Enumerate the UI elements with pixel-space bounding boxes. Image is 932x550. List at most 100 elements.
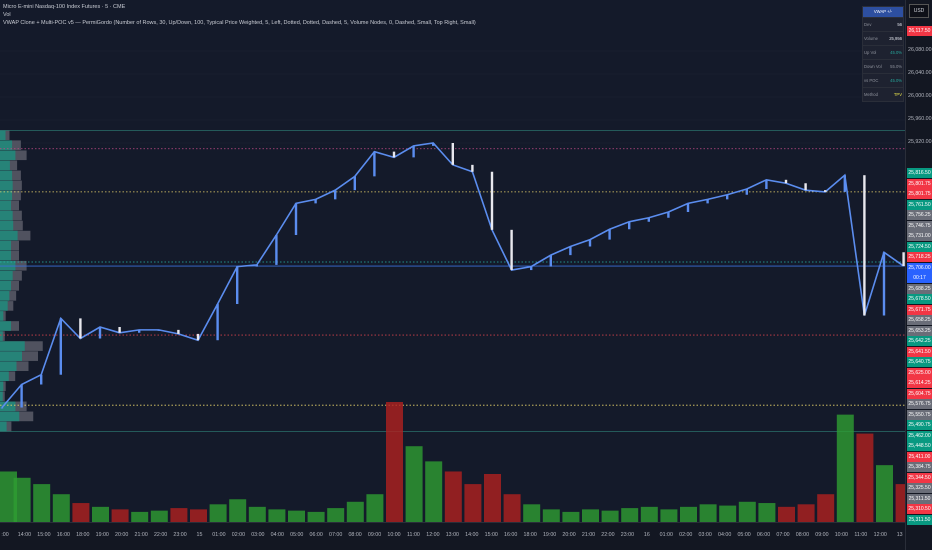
price-candle — [765, 179, 768, 189]
price-level-label: 25,658.25 — [907, 315, 932, 325]
price-candle — [392, 151, 396, 158]
price-candle — [569, 246, 572, 256]
stats-value: 45.0% — [890, 78, 902, 83]
volume-bar — [444, 471, 462, 522]
price-axis[interactable]: USD 26,080.00 26,040.00 26,000.00 25,960.00… — [905, 0, 932, 550]
price-level-label: 25,640.75 — [907, 357, 932, 367]
volume-profile-up-row — [0, 240, 11, 251]
price-level-label: 25,706.00 — [907, 262, 932, 273]
time-tick-label: 13 — [896, 532, 903, 538]
price-candle — [843, 175, 846, 192]
volume-bar — [131, 511, 149, 522]
chart-area[interactable]: Micro E-mini Nasdaq-100 Index Futures · … — [0, 0, 913, 522]
price-candle — [706, 199, 709, 204]
volume-bar — [699, 504, 717, 522]
price-candle — [432, 143, 435, 146]
volume-bar — [484, 474, 501, 522]
price-candle — [726, 194, 729, 200]
symbol-title[interactable]: Micro E-mini Nasdaq-100 Index Futures · … — [3, 4, 126, 10]
stats-value: 45.0% — [890, 50, 902, 55]
price-candle — [40, 374, 43, 385]
price-level-label: 25,325.50 — [907, 483, 932, 493]
price-candle — [79, 318, 82, 339]
stats-row: vs POC 45.0% — [863, 73, 903, 87]
price-level-label: 25,490.75 — [907, 420, 932, 430]
volume-bar — [366, 494, 384, 522]
price-candle — [882, 252, 886, 316]
time-tick-label: 11:00 — [407, 532, 420, 538]
price-level-label: 25,718.25 — [907, 252, 932, 262]
stats-row: Volume 25,956 — [863, 31, 903, 45]
volume-bar — [523, 504, 541, 522]
volume-bar — [601, 510, 619, 522]
volume-profile-up-row — [0, 140, 13, 151]
stats-label: Method — [864, 92, 878, 97]
volume-profile-up-row — [0, 421, 7, 432]
price-candle — [216, 304, 219, 341]
price-candle — [745, 189, 748, 195]
time-tick-label: 19:00 — [542, 532, 557, 538]
price-candle — [138, 329, 141, 333]
volume-bar — [72, 503, 90, 522]
price-candle — [59, 318, 62, 375]
volume-bar — [13, 477, 31, 522]
volume-bar — [778, 506, 795, 522]
volume-profile-up-row — [0, 311, 4, 321]
time-tick-label: 05:00 — [737, 532, 751, 538]
price-tick-label: 26,040.00 — [908, 70, 932, 76]
volume-profile-up-row — [0, 270, 13, 281]
time-tick-label: 16:00 — [56, 532, 70, 538]
price-level-label: 25,671.75 — [907, 304, 932, 315]
volume-bar — [386, 402, 403, 522]
time-tick-label: 15 — [196, 532, 203, 538]
price-candle — [784, 179, 788, 184]
stats-label: vs POC — [864, 78, 879, 83]
volume-indicator-label[interactable]: Vol — [3, 12, 11, 18]
price-level-label: 25,448.50 — [907, 441, 932, 451]
volume-profile-up-row — [0, 150, 16, 161]
volume-bar — [170, 508, 188, 522]
price-candle — [373, 151, 376, 177]
price-level-label: 25,411.00 — [907, 451, 932, 462]
price-level-label: 25,550.75 — [907, 409, 932, 420]
volume-bar — [542, 509, 560, 522]
price-candle — [510, 229, 513, 271]
price-level-label: 25,688.25 — [907, 283, 932, 294]
price-candle — [353, 176, 356, 191]
price-series-line — [1, 142, 905, 409]
price-level-label: 25,311.50 — [907, 493, 932, 504]
vwap-indicator-label[interactable]: VWAP Clone + Multi-POC v5 — PermiGordo (… — [3, 20, 476, 26]
volume-bar — [464, 484, 482, 522]
price-level-label: 25,311.50 — [907, 514, 932, 525]
volume-bar — [503, 494, 521, 522]
volume-profile-up-row — [0, 321, 11, 331]
volume-profile-up-row — [0, 130, 6, 140]
time-tick-label: 20:00 — [115, 532, 129, 538]
price-level-label: 00:17 — [907, 273, 932, 283]
time-tick-label: 07:00 — [776, 532, 790, 538]
volume-profile-up-row — [0, 180, 13, 191]
price-candle — [314, 199, 317, 204]
time-tick-label: 04:00 — [718, 532, 732, 538]
time-tick-label: 19:00 — [95, 532, 109, 538]
volume-profile-up-row — [0, 200, 11, 211]
price-candle — [20, 384, 23, 408]
price-candle — [686, 203, 690, 212]
price-level-label: 25,576.75 — [907, 399, 932, 409]
time-axis[interactable]: :00 14:00 15:00 16:00 18:00 19:00 20:00 21:00 22… — [0, 522, 905, 550]
time-tick-label: 11:00 — [854, 532, 868, 538]
volume-profile-up-row — [0, 371, 9, 382]
time-tick-label: 09:00 — [367, 532, 382, 538]
volume-profile-up-row — [0, 281, 11, 291]
price-candle — [647, 217, 650, 222]
volume-bar — [719, 505, 737, 522]
volume-bar — [680, 506, 697, 522]
time-tick-label: 18:00 — [76, 532, 90, 538]
currency-button[interactable]: USD — [909, 4, 929, 18]
stats-row: Down Vol 55.0% — [863, 59, 903, 73]
time-tick-label: 14:00 — [465, 532, 479, 538]
price-candle — [863, 175, 866, 316]
volume-bar — [307, 511, 325, 522]
time-tick-label: 16 — [643, 532, 650, 538]
price-candle — [177, 329, 180, 334]
